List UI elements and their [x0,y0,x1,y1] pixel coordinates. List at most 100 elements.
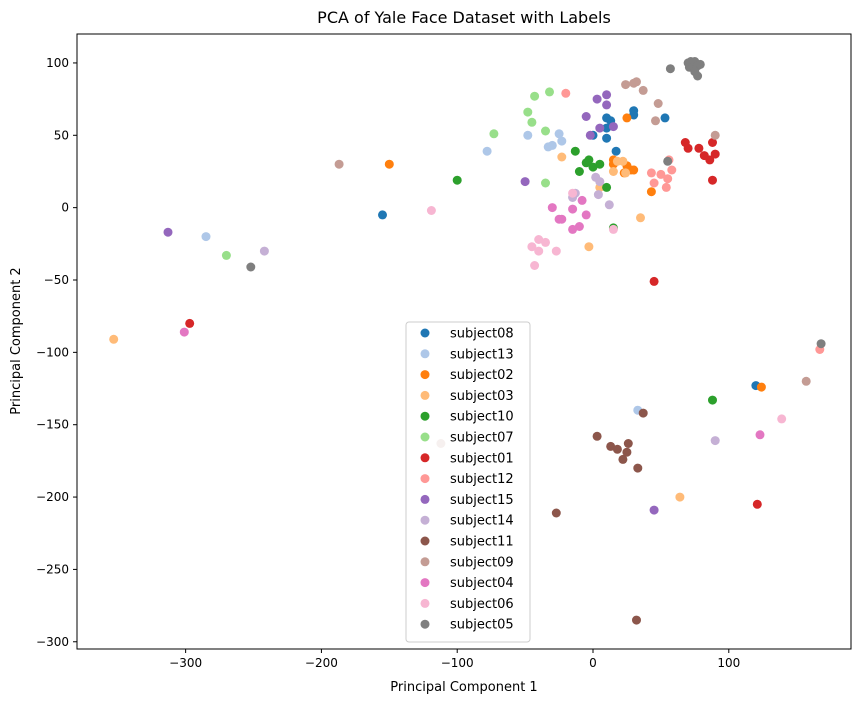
legend-label: subject05 [450,618,514,633]
data-point [557,214,567,224]
data-point [185,318,195,328]
data-point [621,80,631,90]
data-point [568,188,578,198]
legend-label: subject06 [450,597,514,612]
data-point [541,237,550,247]
legend-label: subject09 [450,555,514,570]
legend-label: subject01 [450,451,514,466]
legend-label: subject04 [450,576,514,591]
legend-marker [420,453,430,463]
data-point [661,182,671,192]
data-point [675,492,685,502]
x-axis-label: Principal Component 1 [390,680,537,695]
data-point [570,146,580,156]
legend-label: subject08 [450,327,514,342]
data-point [632,615,641,625]
data-point [163,227,173,237]
data-point [551,508,561,518]
x-axis-ticks: −300 −200 −100 0 100 [169,649,740,670]
legend-marker [420,494,430,504]
data-point [694,143,704,153]
data-point [602,100,612,110]
legend-marker [420,370,430,380]
y-axis-ticks: 100 50 0 −50 −100 −150 −200 −250 −300 [36,56,77,649]
data-point [693,71,703,81]
data-point [618,156,628,166]
x-tick-label: −100 [441,656,474,670]
data-point [179,327,189,337]
data-point [527,242,537,252]
data-point [201,232,211,242]
data-point [541,178,550,188]
data-point [541,126,550,136]
data-point [653,99,663,108]
data-point [547,203,557,213]
data-point [708,395,717,405]
data-point [426,206,436,215]
legend-marker [420,328,430,338]
data-point [568,224,578,234]
data-point [663,174,673,184]
data-point [554,129,564,139]
legend-marker [420,474,430,484]
data-point [611,146,621,156]
y-tick-label: 50 [54,128,69,142]
data-point [608,224,618,234]
data-point [581,210,591,220]
plot-frame [76,33,852,650]
data-point [574,222,584,231]
data-point [801,376,811,386]
data-point [629,165,639,175]
data-point [588,162,598,172]
data-point [602,90,612,100]
data-point [534,246,544,256]
data-point [384,159,394,169]
data-point [543,142,553,152]
data-point [623,439,633,448]
y-tick-label: −50 [44,273,69,287]
data-point [649,505,659,515]
x-tick-label: −200 [305,656,338,670]
legend-marker [420,536,430,546]
legend-label: subject10 [450,410,514,425]
data-point [752,499,762,509]
legend-marker [420,578,430,588]
legend-marker [420,619,430,629]
data-point [530,91,540,101]
y-tick-label: −300 [36,635,69,649]
legend-label: subject13 [450,347,514,362]
data-point [816,339,826,349]
data-point [523,130,533,140]
legend-label: subject03 [450,389,514,404]
legend-label: subject11 [450,535,514,550]
data-point [621,168,631,178]
data-point [663,156,673,166]
data-point [452,175,462,185]
chart-title: PCA of Yale Face Dataset with Labels [317,8,611,27]
data-point [574,167,584,176]
data-point [636,213,645,223]
data-point [568,204,578,214]
legend-marker [420,349,430,359]
y-tick-label: −150 [36,418,69,432]
data-point [592,431,602,441]
data-point [608,122,618,132]
data-point [489,129,499,139]
data-point [551,246,561,256]
legend-marker [420,557,430,567]
data-point [633,463,643,473]
data-point [646,168,656,178]
data-point [527,117,537,127]
data-point [557,152,567,162]
data-point [649,178,659,188]
y-tick-label: −100 [36,345,69,359]
data-point [602,123,612,133]
data-point [585,130,595,140]
legend-label: subject12 [450,472,514,487]
data-point [561,88,571,98]
data-point [683,143,693,153]
data-point [602,133,612,143]
legend-label: subject14 [450,514,514,529]
data-point [595,123,605,133]
